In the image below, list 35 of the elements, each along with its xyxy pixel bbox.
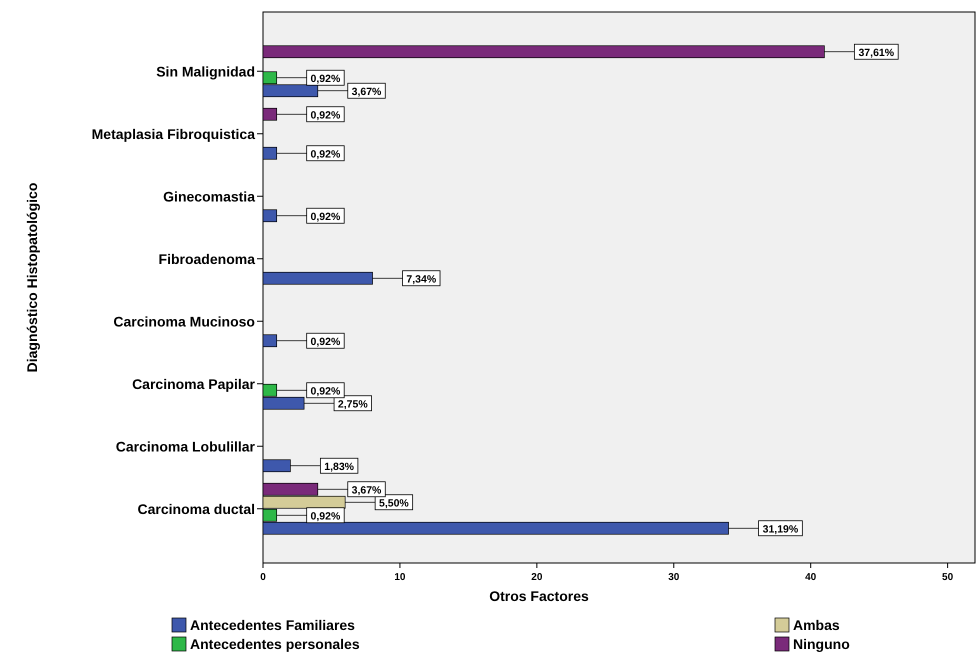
annotation: 0,92%	[310, 385, 341, 398]
annotation: 31,19%	[762, 523, 799, 536]
x-tick-label: 40	[805, 572, 817, 583]
x-tick-label: 0	[260, 572, 266, 583]
y-tick-label: Ginecomastia	[163, 188, 256, 204]
y-axis-title: Diagnóstico Histopatológico	[24, 182, 40, 372]
y-tick-label: Fibroadenoma	[158, 250, 256, 267]
annotation: 5,50%	[379, 497, 410, 510]
annotation: 0,92%	[310, 72, 341, 85]
legend-label: Ninguno	[793, 636, 850, 652]
x-axis-title: Otros Factores	[489, 588, 590, 604]
annotation: 37,61%	[858, 46, 895, 59]
y-tick-label: Carcinoma Lobulillar	[116, 438, 256, 454]
annotation: 1,83%	[324, 460, 355, 473]
annotation: 3,67%	[352, 86, 382, 98]
x-tick-label: 30	[668, 572, 680, 583]
annotation: 0,92%	[310, 109, 341, 122]
annotation: 0,92%	[310, 210, 341, 223]
y-tick-label: Carcinoma Papilar	[132, 376, 256, 392]
annotation: 2,75%	[338, 398, 368, 410]
annotation: 0,92%	[310, 148, 341, 160]
y-tick-label: Metaplasia Fibroquistica	[92, 126, 256, 142]
legend-label: Antecedentes Familiares	[190, 617, 356, 633]
annotation: 0,92%	[310, 336, 341, 348]
x-tick-label: 20	[531, 572, 543, 583]
y-tick-label: Carcinoma Mucinoso	[113, 313, 255, 330]
annotation: 0,92%	[310, 510, 341, 522]
annotation: 3,67%	[352, 484, 382, 496]
x-tick-label: 50	[942, 572, 954, 583]
legend-label: Antecedentes personales	[190, 636, 360, 652]
annotation: 7,34%	[406, 273, 437, 286]
x-tick-label: 10	[394, 572, 406, 583]
legend-label: Ambas	[793, 617, 840, 633]
y-tick-label: Carcinoma ductal	[138, 500, 255, 517]
y-tick-label: Sin Malignidad	[156, 63, 255, 80]
